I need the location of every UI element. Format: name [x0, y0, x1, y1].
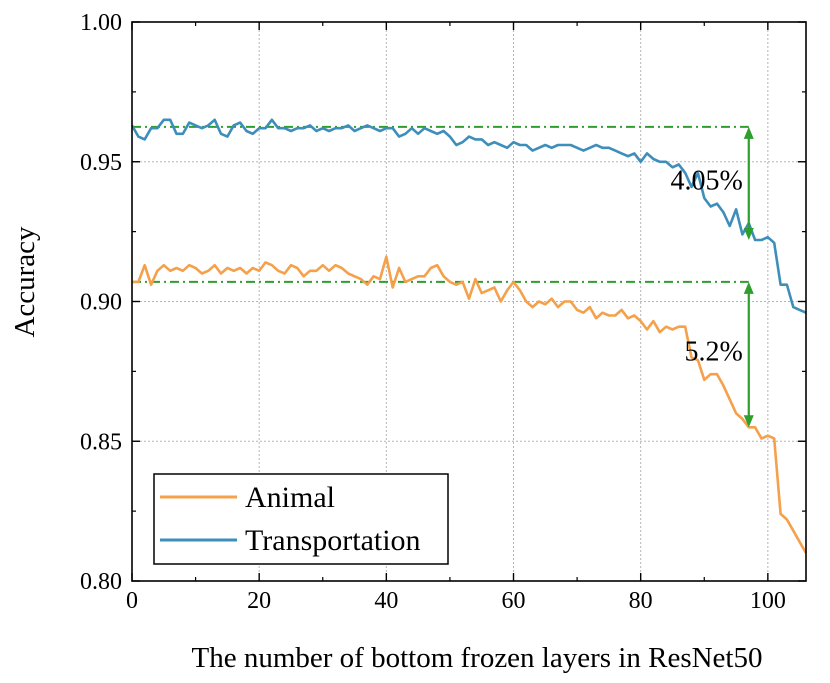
drop-label: 5.2% — [684, 337, 742, 368]
y-axis-title: Accuracy — [9, 226, 41, 338]
drop-label: 4.05% — [670, 165, 742, 196]
legend: Animal Transportation — [153, 473, 449, 565]
drop-arrow-head-down — [743, 228, 754, 241]
y-tick-label: 0.80 — [80, 569, 122, 595]
x-tick-label: 20 — [247, 588, 271, 614]
drop-annotations: 4.05% 5.2% — [670, 126, 754, 428]
y-tick-label: 0.95 — [80, 150, 122, 176]
drop-arrow-head-up — [743, 281, 754, 294]
x-tick-label: 100 — [750, 588, 786, 614]
x-tick-label: 80 — [629, 588, 653, 614]
drop-arrow-head-down — [743, 415, 754, 428]
drop-arrow-head-up — [743, 126, 754, 139]
y-tick-label: 0.85 — [80, 429, 122, 455]
reference-lines — [132, 125, 749, 283]
x-tick-label: 0 — [126, 588, 138, 614]
legend-label-animal: Animal — [245, 481, 335, 514]
y-tick-label: 1.00 — [80, 10, 122, 36]
legend-label-transportation: Transportation — [245, 524, 421, 557]
legend-box — [153, 473, 449, 565]
y-tick-label: 0.90 — [80, 290, 122, 316]
x-tick-label: 40 — [374, 588, 398, 614]
series-line-animal — [132, 255, 808, 554]
x-axis-title: The number of bottom frozen layers in Re… — [192, 642, 763, 674]
series-line-transportation — [130, 118, 807, 314]
x-tick-label: 60 — [502, 588, 526, 614]
axes: 0 20 40 60 80 100 0.80 0.85 0.90 0.95 1.00 — [80, 10, 806, 614]
series-lines — [130, 118, 808, 554]
